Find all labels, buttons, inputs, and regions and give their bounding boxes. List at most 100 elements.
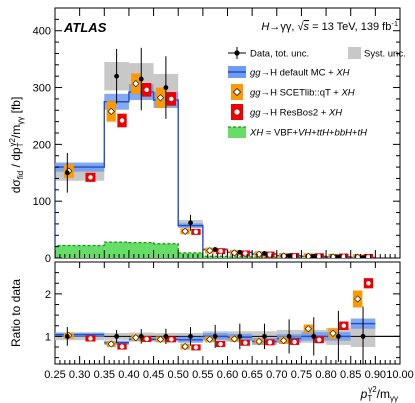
main-y-tick-label: 400	[33, 26, 51, 38]
legend-xh-swatch	[228, 127, 246, 138]
process-sqrt: √	[298, 21, 305, 33]
ratio-resbos-marker	[193, 345, 199, 350]
ratio-y-axis-label: Ratio to data	[9, 279, 23, 347]
ylabel-gamma2: γ2	[8, 138, 17, 147]
scetlib-marker	[181, 227, 189, 235]
legend-data-label: Data, tot. unc.	[250, 49, 309, 60]
ratio-scetlib-marker	[329, 329, 337, 337]
resbos-marker	[218, 248, 223, 254]
ratio-scetlib-marker	[380, 0, 384, 4]
resbos-marker	[193, 229, 199, 235]
ratio-resbos-marker	[366, 281, 371, 286]
ylabel-over: /m	[9, 125, 23, 138]
legend-xh-plus2: +	[329, 128, 335, 139]
ratio-resbos-marker	[88, 336, 93, 341]
ylabel-sigma: dσ	[9, 179, 23, 194]
legend-syst-label: Syst. unc.	[364, 49, 406, 60]
ratio-resbos-marker	[292, 339, 297, 345]
ratio-scetlib-marker	[132, 334, 140, 342]
legend-resbos-arrow: →	[261, 108, 271, 119]
xh-bar	[202, 256, 228, 258]
xh-bar	[178, 252, 203, 258]
data-point	[163, 85, 169, 90]
main-panel: 0 100 200 300 400	[33, 0, 401, 265]
legend-default-arrow: →	[261, 68, 271, 79]
ratio-scetlib-marker	[304, 325, 312, 333]
x-tick-label: 0.85	[340, 369, 361, 381]
resbos-marker	[292, 253, 297, 258]
legend-resbos-marker	[234, 109, 240, 115]
main-y-tick-label: 200	[33, 139, 51, 151]
data-point	[138, 76, 144, 82]
ratio-data-point	[64, 333, 70, 339]
main-y-tick-label: 100	[33, 196, 51, 208]
legend-resbos-xh: XH	[328, 108, 342, 119]
ratio-data-point	[212, 333, 218, 339]
resbos-marker	[391, 0, 395, 2]
x-tick-label: 0.70	[266, 369, 287, 381]
x-tick-label: 0.90	[365, 369, 386, 381]
x-tick-label: 0.30	[69, 369, 90, 381]
legend-scetlib-label: gg→H SCETlib::qT + XH	[250, 88, 355, 99]
legend-xh-tth: ttH	[317, 128, 329, 139]
resbos-marker	[366, 254, 371, 258]
x-axis-label: pTγ2/mγγ	[360, 385, 398, 403]
legend-xh-plus3: +	[352, 128, 358, 139]
legend-xh-plus: +	[311, 128, 317, 139]
ratio-panel: 12	[45, 0, 401, 365]
data-point	[286, 253, 292, 258]
ratio-resbos-marker	[391, 0, 395, 2]
xlabel-gamma2: γ2	[368, 385, 377, 394]
legend-scetlib-rest: H SCETlib::qT +	[270, 88, 341, 99]
process-h: H	[261, 21, 269, 33]
data-point	[64, 170, 70, 176]
resbos-marker	[169, 96, 174, 102]
legend-default-rest: H default MC +	[270, 68, 336, 79]
xlabel-gg: γγ	[390, 394, 398, 403]
ratio-resbos-marker	[169, 337, 174, 342]
data-point	[188, 220, 193, 226]
x-tick-label: 0.45	[143, 369, 164, 381]
ratio-scetlib-marker	[255, 337, 263, 346]
process-energy: = 13 TeV, 139 fb	[309, 21, 391, 33]
legend: Data, tot. unc. Syst. unc. gg→H default …	[228, 47, 406, 139]
main-y-tick-label: 0	[45, 253, 51, 265]
ratio-frame	[54, 261, 401, 365]
legend-xh-vh: VH	[298, 128, 311, 139]
ylabel-T: T	[16, 142, 25, 147]
resbos-marker	[119, 118, 125, 123]
process-lumi-exp: -1	[391, 19, 398, 28]
process-arrow: →γγ,	[269, 21, 297, 33]
ratio-scetlib-marker	[156, 335, 165, 343]
main-y-tick-label: 300	[33, 83, 51, 95]
ylabel-mid: / dp	[9, 147, 23, 171]
ratio-resbos-marker	[267, 340, 273, 345]
ratio-y-tick-label: 1	[45, 331, 51, 343]
x-tick-label: 0.65	[241, 369, 262, 381]
ratio-y-tick-label: 2	[45, 289, 51, 301]
ratio-data-point	[188, 333, 193, 339]
ylabel-unit: [fb]	[9, 97, 23, 117]
legend-resbos-rest: H ResBos2 +	[270, 108, 329, 119]
x-tick-label: 0.75	[291, 369, 312, 381]
ratio-data-point	[237, 333, 243, 339]
ratio-scetlib-marker	[206, 335, 214, 343]
ratio-data-point	[311, 333, 317, 339]
xh-bar	[104, 242, 129, 258]
ylabel-fid: fid	[16, 171, 25, 179]
resbos-marker	[88, 175, 93, 180]
legend-scetlib-marker	[232, 87, 242, 97]
ratio-resbos-marker	[218, 341, 223, 347]
legend-data-marker	[234, 50, 240, 56]
ratio-data-point	[114, 333, 120, 339]
ratio-resbos-marker	[341, 323, 347, 328]
experiment-label: ATLAS	[63, 20, 107, 35]
ratio-scetlib-marker	[354, 295, 362, 303]
resbos-marker	[267, 252, 273, 257]
ratio-scetlib-marker	[107, 340, 115, 348]
ratio-scetlib-marker	[230, 335, 238, 343]
x-tick-label: 0.35	[94, 369, 115, 381]
xlabel-over: /m	[377, 387, 390, 401]
